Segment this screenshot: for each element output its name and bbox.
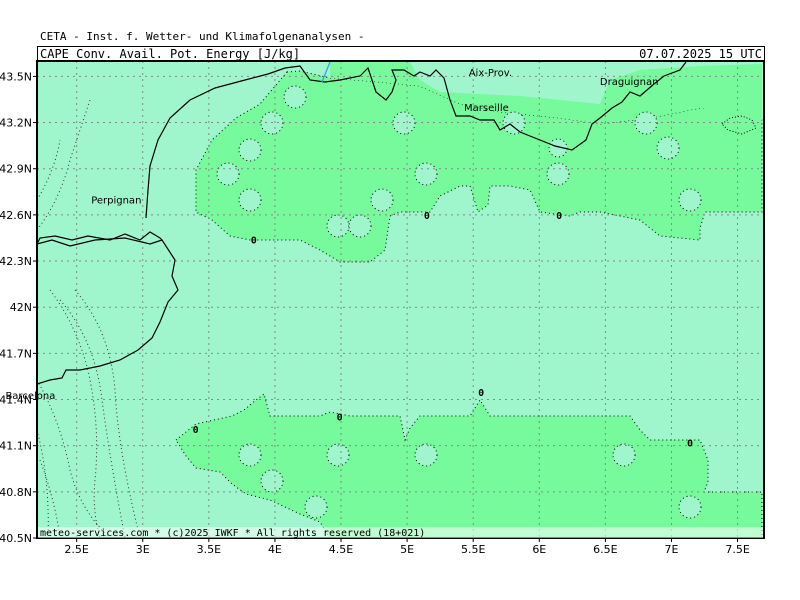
contour-label: 0 [556, 211, 562, 222]
lat-axis: 43.5N 43.2N 42.9N 42.6N 42.3N 42N 41.7N 41.4N 41… [0, 70, 37, 545]
lat-tick-label: 40.8N [0, 486, 32, 499]
lon-tick-label: 3.5E [197, 543, 221, 556]
lat-tick-label: 43.5N [0, 70, 32, 83]
islands [721, 115, 757, 135]
pockets-north [216, 85, 702, 238]
lon-tick-label: 7.5E [725, 543, 749, 556]
title-bar: CAPE_Conv._Avail._Pot._Energy_[J/kg] 07.… [37, 46, 765, 61]
organization-header: CETA - Inst. f. Wetter- und Klimafolgena… [40, 30, 365, 43]
lon-tick-label: 2.5E [64, 543, 88, 556]
contour-labels: 0 0 0 0 0 0 0 [193, 211, 693, 450]
pockets-south [238, 443, 702, 519]
footer-bar [38, 527, 763, 538]
lon-tick-label: 3E [136, 543, 150, 556]
lat-tick-label: 40.5N [0, 532, 32, 545]
contour-label: 0 [478, 388, 484, 399]
lat-tick-label: 42N [10, 301, 32, 314]
lon-tick-label: 6.5E [593, 543, 617, 556]
place-labels: Aix-Prov. Draguignan Marseille Perpignan Bar… [5, 68, 658, 402]
contour-label: 0 [687, 439, 693, 450]
chart-title: CAPE_Conv._Avail._Pot._Energy_[J/kg] [40, 47, 301, 61]
rhone-river [321, 61, 331, 83]
place-label: Perpignan [91, 195, 141, 206]
contour-label: 0 [337, 412, 343, 423]
lat-tick-label: 42.9N [0, 163, 32, 176]
place-label: Aix-Prov. [469, 68, 512, 79]
coastline-gulf [145, 61, 687, 219]
cape-zone-north [195, 70, 763, 263]
lon-tick-label: 7E [664, 543, 678, 556]
footer-text: meteo-services.com * (c)2025 IWKF * All … [40, 528, 425, 539]
lat-tick-label: 43.2N [0, 117, 32, 130]
contour-label: 0 [251, 235, 257, 246]
lon-tick-label: 4E [268, 543, 282, 556]
cape-zone-coast [330, 62, 762, 124]
place-label: Barcelona [5, 391, 55, 402]
lat-tick-label: 41.1N [0, 440, 32, 453]
coastal-isolines [36, 99, 141, 539]
lat-tick-label: 42.3N [0, 255, 32, 268]
lon-tick-label: 6E [532, 543, 546, 556]
lat-tick-label: 42.6N [0, 209, 32, 222]
lon-tick-label: 5.5E [461, 543, 485, 556]
lon-tick-label: 4.5E [329, 543, 353, 556]
place-label: Marseille [464, 103, 509, 114]
contour-label: 0 [424, 211, 430, 222]
lat-tick-label: 41.4N [0, 394, 32, 407]
lon-axis: 2.5E 3E 3.5E 4E 4.5E 5E 5.5E 6E 6.5E 7E 7.5E [64, 538, 750, 556]
valid-datetime: 07.07.2025 15 UTC [639, 47, 762, 61]
place-label: Draguignan [600, 77, 659, 88]
lat-tick-label: 41.7N [0, 347, 32, 360]
lon-tick-label: 5E [400, 543, 414, 556]
contour-label: 0 [193, 425, 199, 436]
border-spain-france [36, 231, 163, 245]
